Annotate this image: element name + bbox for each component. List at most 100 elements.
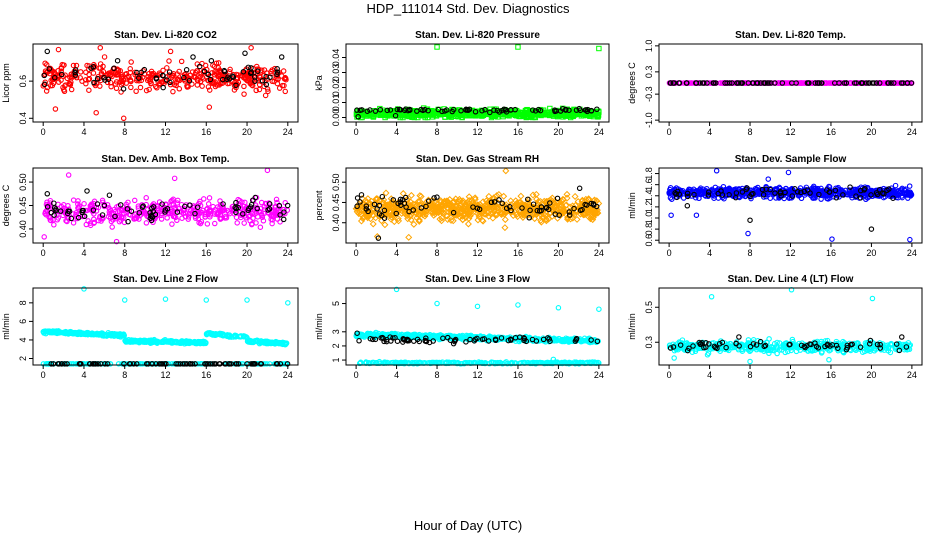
data-point bbox=[384, 111, 391, 117]
data-point bbox=[278, 54, 285, 60]
data-point bbox=[148, 68, 155, 75]
data-point bbox=[108, 218, 115, 225]
data-point bbox=[49, 82, 56, 89]
data-point bbox=[519, 205, 525, 211]
data-point bbox=[772, 80, 778, 86]
data-point bbox=[184, 83, 190, 89]
data-point bbox=[520, 211, 528, 219]
data-point bbox=[354, 195, 361, 201]
data-point bbox=[710, 80, 716, 86]
panel-title: Stan. Dev. Gas Stream RH bbox=[416, 154, 539, 165]
data-point bbox=[557, 208, 565, 216]
data-point bbox=[474, 205, 481, 211]
data-point bbox=[907, 236, 913, 243]
data-point bbox=[203, 206, 210, 213]
data-point bbox=[485, 212, 493, 220]
data-point bbox=[258, 205, 264, 212]
data-point bbox=[212, 220, 218, 227]
y-tick-label: 2 bbox=[18, 356, 28, 361]
data-point bbox=[409, 200, 417, 208]
data-point bbox=[421, 106, 428, 113]
y-tick-label: 0.02 bbox=[331, 79, 341, 97]
data-point bbox=[101, 202, 108, 209]
data-point bbox=[532, 190, 540, 198]
data-point bbox=[478, 209, 486, 217]
data-point bbox=[271, 65, 278, 72]
data-point bbox=[58, 68, 64, 74]
data-point bbox=[135, 75, 142, 81]
data-point bbox=[562, 107, 569, 113]
data-point bbox=[573, 215, 581, 223]
data-point bbox=[381, 207, 388, 214]
data-point bbox=[166, 69, 173, 75]
data-point bbox=[356, 203, 364, 211]
data-point bbox=[143, 220, 150, 226]
y-tick-label: 8 bbox=[18, 300, 28, 305]
data-point bbox=[525, 196, 533, 204]
data-point bbox=[233, 199, 239, 206]
data-point bbox=[41, 234, 47, 240]
data-point bbox=[167, 81, 174, 88]
data-point bbox=[207, 207, 213, 213]
data-point bbox=[99, 212, 106, 218]
y-tick-label: 6 bbox=[18, 319, 28, 324]
data-point bbox=[530, 201, 537, 207]
data-point bbox=[537, 218, 545, 226]
y-tick-label: 0.50 bbox=[331, 173, 341, 191]
data-point bbox=[62, 72, 68, 78]
data-point bbox=[818, 196, 824, 202]
data-point bbox=[501, 224, 509, 232]
data-point bbox=[281, 206, 287, 213]
data-point bbox=[364, 108, 371, 114]
data-point bbox=[136, 210, 143, 216]
data-point bbox=[79, 78, 85, 84]
data-point bbox=[178, 58, 185, 65]
data-point bbox=[88, 65, 94, 71]
x-tick-label: 16 bbox=[826, 248, 836, 258]
data-point bbox=[713, 168, 720, 174]
data-point bbox=[192, 210, 198, 217]
data-point bbox=[684, 80, 690, 86]
data-point bbox=[137, 212, 143, 219]
data-point bbox=[436, 215, 444, 223]
data-point bbox=[552, 202, 560, 210]
data-point bbox=[140, 203, 146, 209]
plot-frame bbox=[658, 167, 923, 244]
data-point bbox=[668, 196, 675, 202]
data-point bbox=[101, 54, 108, 60]
data-point bbox=[443, 107, 450, 113]
data-point bbox=[357, 199, 363, 205]
data-point bbox=[464, 220, 472, 228]
data-point bbox=[508, 107, 514, 113]
data-point bbox=[113, 238, 120, 245]
data-point bbox=[285, 300, 291, 306]
data-point bbox=[270, 214, 276, 220]
data-point bbox=[75, 198, 81, 204]
data-point bbox=[83, 69, 89, 76]
data-point bbox=[563, 190, 571, 198]
data-point bbox=[739, 80, 745, 86]
data-point bbox=[905, 189, 911, 195]
data-point bbox=[450, 209, 457, 216]
data-point bbox=[487, 111, 493, 118]
y-tick-label: 1.8 bbox=[644, 167, 654, 180]
data-point bbox=[162, 296, 169, 302]
data-point bbox=[673, 80, 679, 86]
data-point bbox=[241, 83, 247, 90]
x-tick-label: 24 bbox=[594, 127, 604, 137]
data-point bbox=[206, 87, 213, 93]
data-point bbox=[274, 71, 280, 78]
data-point bbox=[55, 215, 62, 221]
data-point bbox=[283, 76, 289, 83]
data-point bbox=[186, 75, 192, 82]
data-point bbox=[212, 83, 219, 90]
data-point bbox=[527, 207, 533, 214]
data-point bbox=[128, 59, 134, 65]
data-point bbox=[188, 208, 194, 214]
data-point bbox=[413, 201, 421, 209]
x-tick-label: 0 bbox=[41, 248, 46, 258]
x-tick-label: 24 bbox=[283, 370, 293, 380]
data-point bbox=[168, 198, 174, 205]
data-point bbox=[239, 211, 246, 217]
data-point bbox=[557, 108, 564, 114]
